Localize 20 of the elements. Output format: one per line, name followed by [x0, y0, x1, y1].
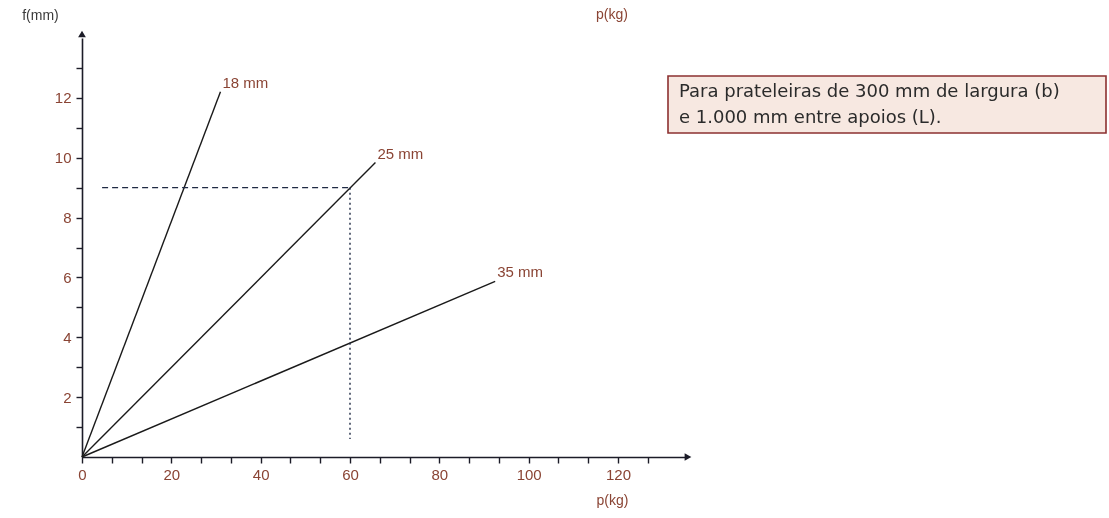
series-label: 18 mm	[222, 73, 269, 91]
x-axis-title: p(kg)	[596, 491, 629, 508]
x-tick-label: 80	[431, 465, 449, 483]
y-tick-label: 2	[63, 388, 72, 406]
y-tick-label: 4	[63, 328, 72, 346]
y-tick-label: 10	[54, 149, 72, 167]
y-tick-label: 8	[63, 209, 72, 227]
x-tick-label: 120	[605, 465, 632, 483]
series-label: 25 mm	[377, 144, 424, 162]
x-tick-label: 0	[78, 465, 87, 483]
y-axis-title: f(mm)	[22, 6, 59, 23]
series-label: 35 mm	[497, 263, 544, 281]
x-tick-label: 40	[252, 465, 270, 483]
x-tick-label: 20	[163, 465, 181, 483]
x-tick-label: 60	[342, 465, 359, 483]
text: p(kg)	[596, 6, 628, 22]
y-tick-label: 12	[54, 89, 72, 107]
annotation: Para prateleiras de 300 mm de largura (b) e 1.000 mm entre apoios (L).	[679, 80, 1060, 127]
x-tick-label: 100	[516, 465, 542, 483]
y-tick-label: 6	[63, 268, 72, 286]
